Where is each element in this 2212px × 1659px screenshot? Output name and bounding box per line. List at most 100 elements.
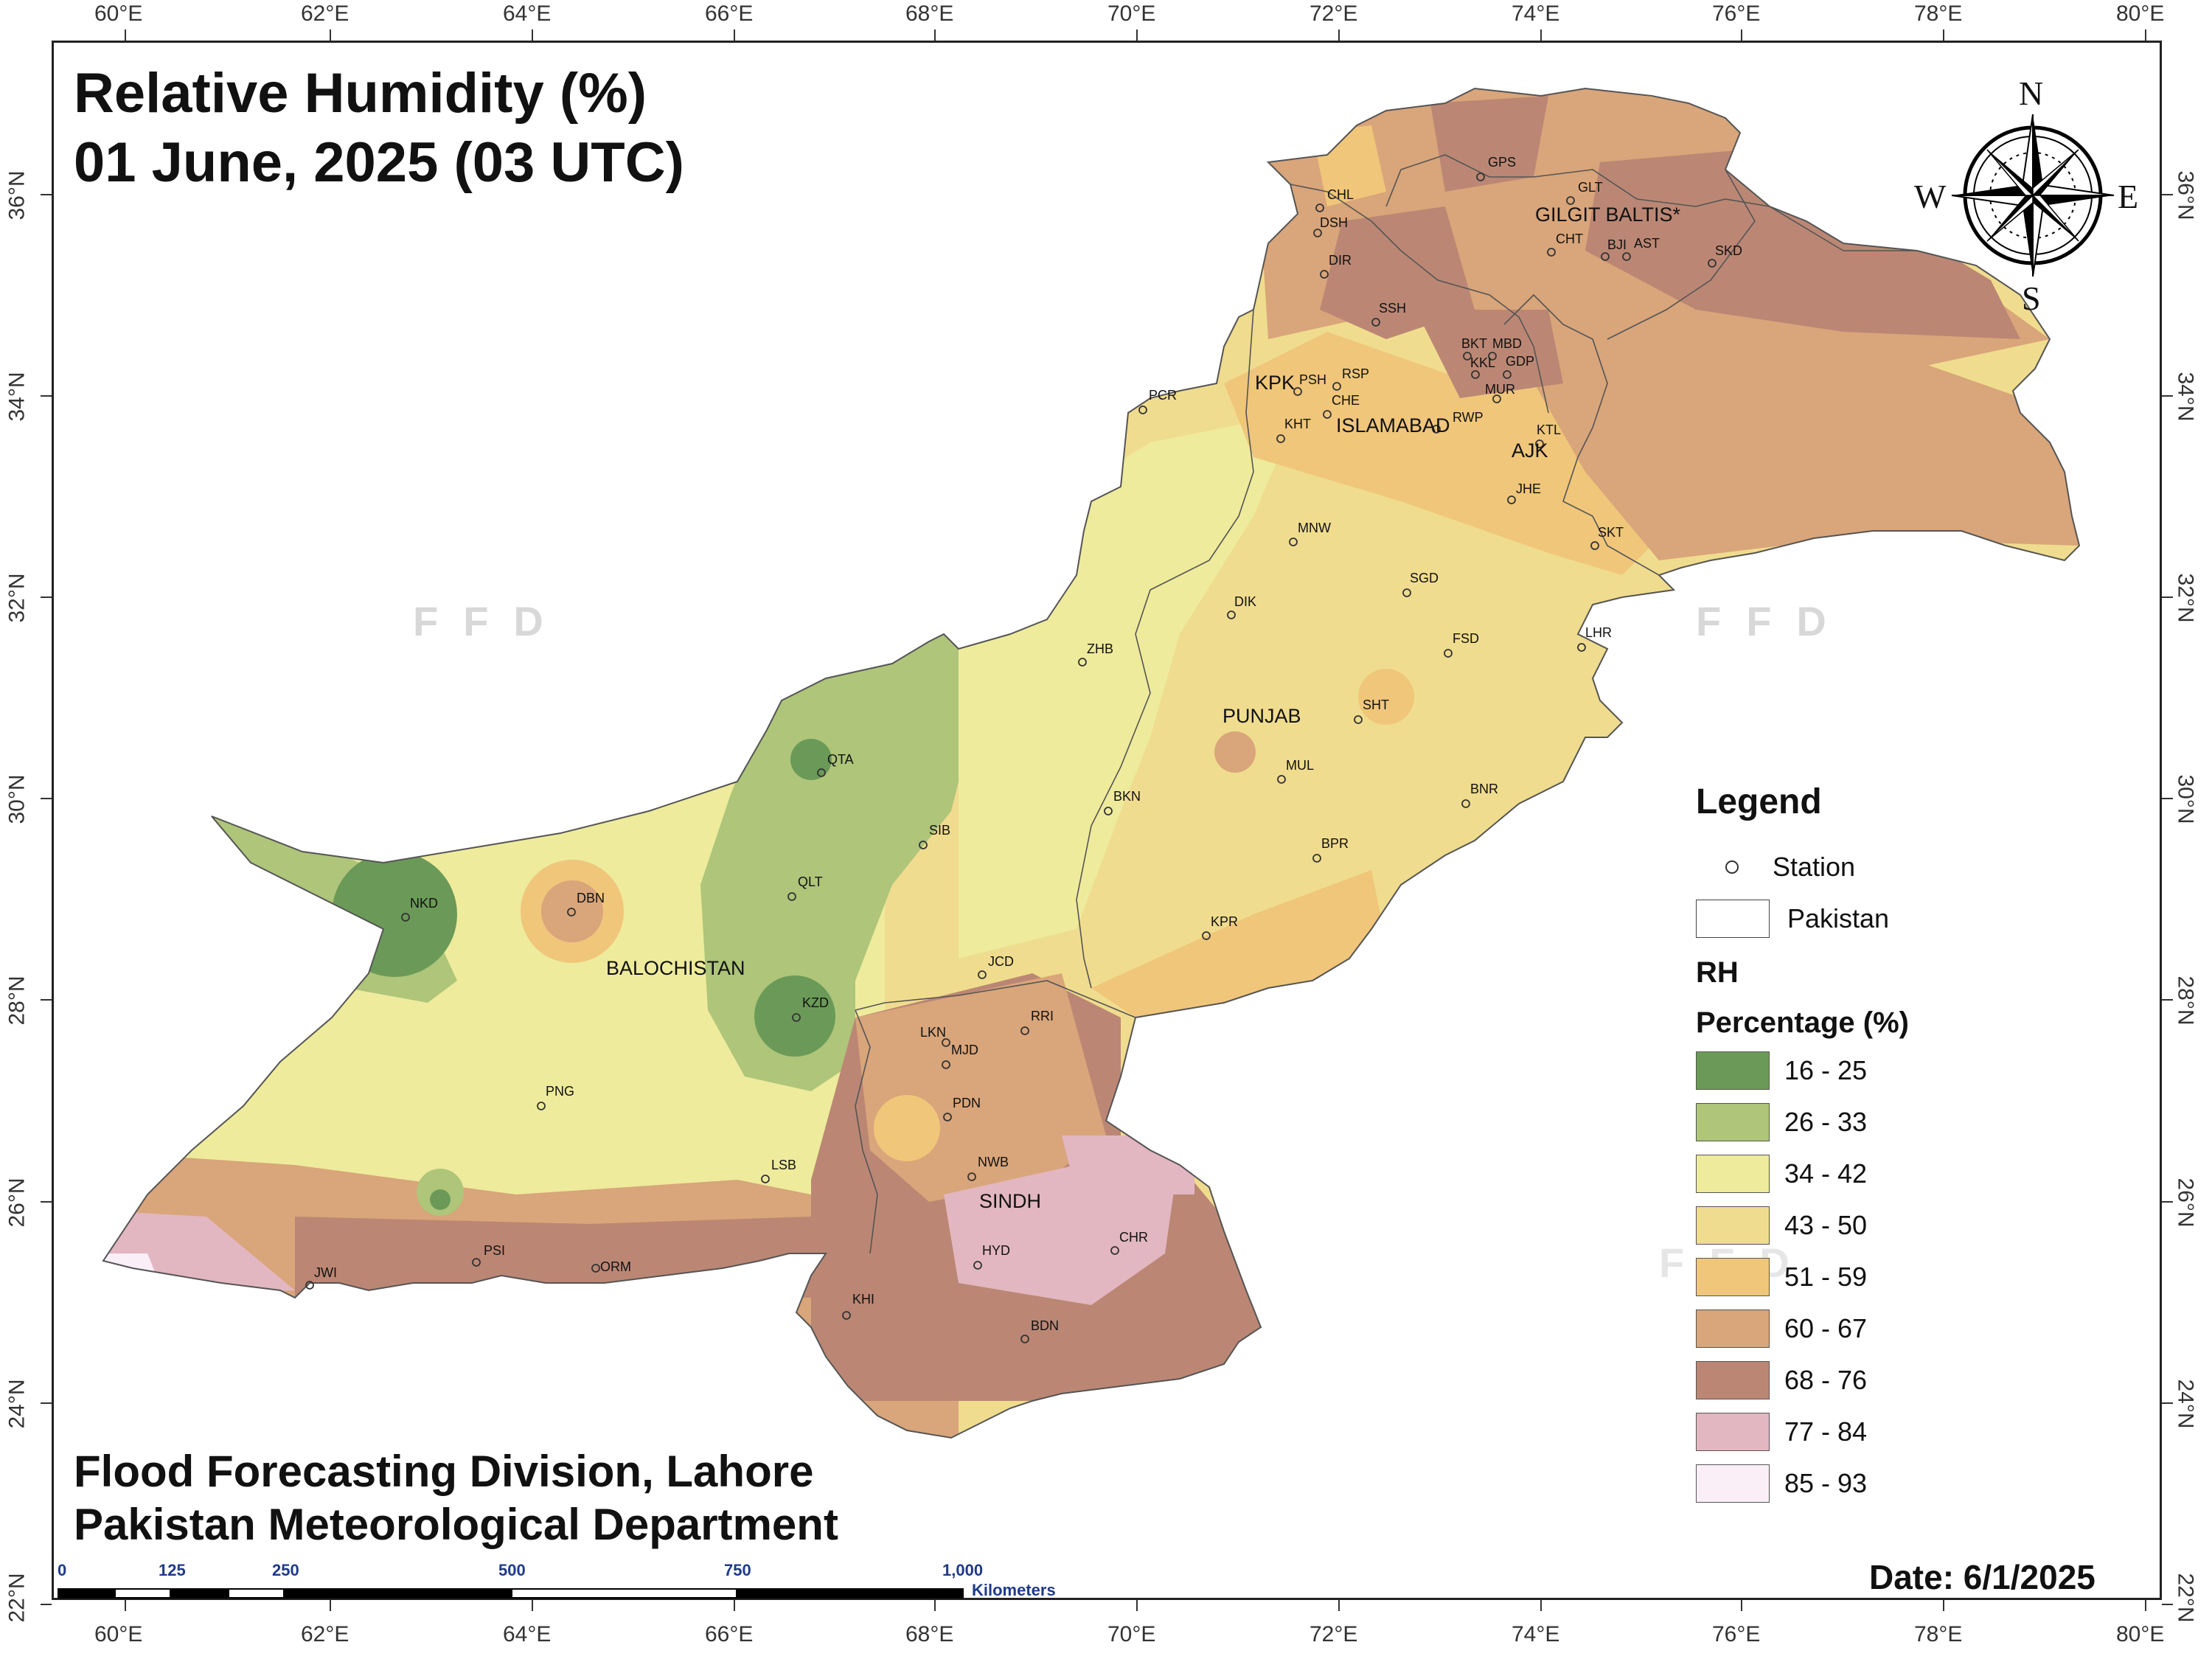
station-label: KTL bbox=[1537, 422, 1562, 437]
station-label: QLT bbox=[798, 874, 823, 889]
left-lat-label: 34°N bbox=[4, 372, 29, 422]
station-label: MUR bbox=[1485, 382, 1515, 397]
boundary-symbol-icon bbox=[1696, 900, 1770, 938]
legend-swatch bbox=[1696, 1103, 1770, 1141]
credits-line-1: Flood Forecasting Division, Lahore bbox=[74, 1447, 814, 1496]
station-label: SIB bbox=[929, 823, 951, 838]
title-line-1: Relative Humidity (%) bbox=[74, 62, 647, 125]
legend-swatch bbox=[1696, 1361, 1770, 1399]
right-lat-label: 36°N bbox=[2173, 170, 2198, 220]
right-lat-label: 32°N bbox=[2173, 573, 2198, 623]
station-label: FSD bbox=[1453, 631, 1479, 646]
bottom-lon-label: 60°E bbox=[94, 1622, 143, 1646]
legend-swatch bbox=[1696, 1155, 1770, 1193]
station-label: NWB bbox=[978, 1155, 1009, 1169]
bottom-lon-label: 74°E bbox=[1512, 1622, 1560, 1646]
legend-class-label: 26 - 33 bbox=[1784, 1107, 1868, 1137]
station-label: BKN bbox=[1113, 789, 1141, 804]
scale-label: 500 bbox=[498, 1561, 526, 1579]
station-label: CHL bbox=[1327, 187, 1354, 202]
station-label: JHE bbox=[1516, 481, 1542, 496]
scale-label: 250 bbox=[272, 1561, 299, 1579]
left-lat-label: 22°N bbox=[4, 1573, 29, 1623]
station-label: BKT bbox=[1461, 336, 1488, 351]
scale-segment bbox=[58, 1588, 114, 1599]
legend-class-label: 16 - 25 bbox=[1784, 1055, 1868, 1085]
bottom-lon-label: 62°E bbox=[301, 1622, 349, 1646]
station-label: PCR bbox=[1149, 388, 1178, 403]
bottom-lon-label: 70°E bbox=[1107, 1622, 1156, 1646]
legend-class-label: 34 - 42 bbox=[1784, 1158, 1868, 1189]
legend-station-row: Station bbox=[1696, 841, 2109, 893]
station-label: KKL bbox=[1470, 355, 1496, 370]
watermark-east: FFD bbox=[1696, 598, 1851, 644]
station-label: KHI bbox=[852, 1292, 875, 1307]
region-label-kpk: KPK bbox=[1255, 372, 1295, 394]
station-label: SSH bbox=[1379, 301, 1407, 316]
station-symbol-icon bbox=[1725, 860, 1739, 874]
region-label-sindh: SINDH bbox=[979, 1190, 1042, 1212]
station-label: CHT bbox=[1556, 232, 1583, 246]
station-label: RSP bbox=[1342, 366, 1370, 381]
station-label: BJI bbox=[1607, 237, 1627, 252]
compass-south-label: S bbox=[2022, 279, 2041, 317]
station-label: MJD bbox=[951, 1043, 978, 1057]
station-label: PSH bbox=[1299, 372, 1327, 387]
legend-class-row: 85 - 93 bbox=[1696, 1458, 2109, 1509]
legend-class-label: 85 - 93 bbox=[1784, 1468, 1868, 1498]
station-label: MBD bbox=[1492, 336, 1522, 351]
station-label: AST bbox=[1634, 236, 1660, 251]
legend-unit-label: Percentage (%) bbox=[1696, 1006, 1909, 1039]
bottom-lon-label: 66°E bbox=[705, 1622, 754, 1646]
top-lon-label: 60°E bbox=[94, 1, 143, 26]
station-label: RRI bbox=[1031, 1009, 1054, 1023]
scale-segment bbox=[228, 1588, 285, 1599]
scale-segment bbox=[285, 1588, 511, 1599]
station-label: DSH bbox=[1320, 215, 1349, 230]
station-label: HYD bbox=[982, 1243, 1011, 1258]
left-lat-label: 24°N bbox=[4, 1379, 29, 1429]
legend-classes: 16 - 25 26 - 33 34 - 42 43 - 50 51 - 59 60 - … bbox=[1696, 1045, 2109, 1509]
right-lat-label: 22°N bbox=[2173, 1573, 2198, 1623]
legend-rh-label: RH bbox=[1696, 956, 1739, 989]
scale-segment bbox=[114, 1588, 171, 1599]
right-lat-label: 30°N bbox=[2173, 774, 2198, 824]
legend-class-label: 77 - 84 bbox=[1784, 1416, 1868, 1447]
legend-class-row: 43 - 50 bbox=[1696, 1200, 2109, 1251]
graticule-ticks bbox=[41, 29, 2173, 1611]
top-lon-label: 62°E bbox=[301, 1, 349, 26]
station-label: ORM bbox=[600, 1259, 631, 1274]
legend-class-row: 68 - 76 bbox=[1696, 1354, 2109, 1406]
region-label-balochistan: BALOCHISTAN bbox=[606, 957, 745, 979]
legend-class-label: 68 - 76 bbox=[1784, 1365, 1868, 1395]
legend-swatch bbox=[1696, 1258, 1770, 1296]
station-label: GPS bbox=[1488, 155, 1517, 170]
station-label: LHR bbox=[1585, 625, 1613, 640]
top-lon-label: 74°E bbox=[1512, 1, 1560, 26]
legend-class-row: 26 - 33 bbox=[1696, 1096, 2109, 1148]
legend-swatch bbox=[1696, 1310, 1770, 1348]
left-lat-label: 28°N bbox=[4, 975, 29, 1026]
map-title: Relative Humidity (%) 01 June, 2025 (03 … bbox=[74, 59, 684, 198]
top-lon-label: 80°E bbox=[2116, 1, 2165, 26]
legend-panel: Legend Station Pakistan RH Percentage (%… bbox=[1696, 782, 2109, 1509]
top-lon-label: 68°E bbox=[905, 1, 954, 26]
station-label: BNR bbox=[1470, 782, 1499, 796]
title-line-2: 01 June, 2025 (03 UTC) bbox=[74, 131, 684, 194]
right-lat-label: 24°N bbox=[2173, 1379, 2198, 1429]
station-label: KZD bbox=[802, 995, 829, 1010]
left-lat-label: 30°N bbox=[4, 774, 29, 824]
legend-swatch bbox=[1696, 1464, 1770, 1503]
date-label: Date: 6/1/2025 bbox=[1869, 1558, 2096, 1596]
scale-segment bbox=[511, 1588, 737, 1599]
compass-west-label: W bbox=[1914, 178, 1947, 215]
station-label: KHT bbox=[1284, 417, 1311, 431]
top-lon-label: 72°E bbox=[1310, 1, 1358, 26]
legend-class-label: 43 - 50 bbox=[1784, 1210, 1868, 1240]
legend-class-row: 34 - 42 bbox=[1696, 1148, 2109, 1200]
station-label: CHR bbox=[1119, 1230, 1148, 1245]
station-label: PDN bbox=[953, 1096, 981, 1110]
station-label: SHT bbox=[1363, 698, 1389, 712]
legend-swatch bbox=[1696, 1206, 1770, 1245]
station-label: GDP bbox=[1506, 354, 1535, 369]
